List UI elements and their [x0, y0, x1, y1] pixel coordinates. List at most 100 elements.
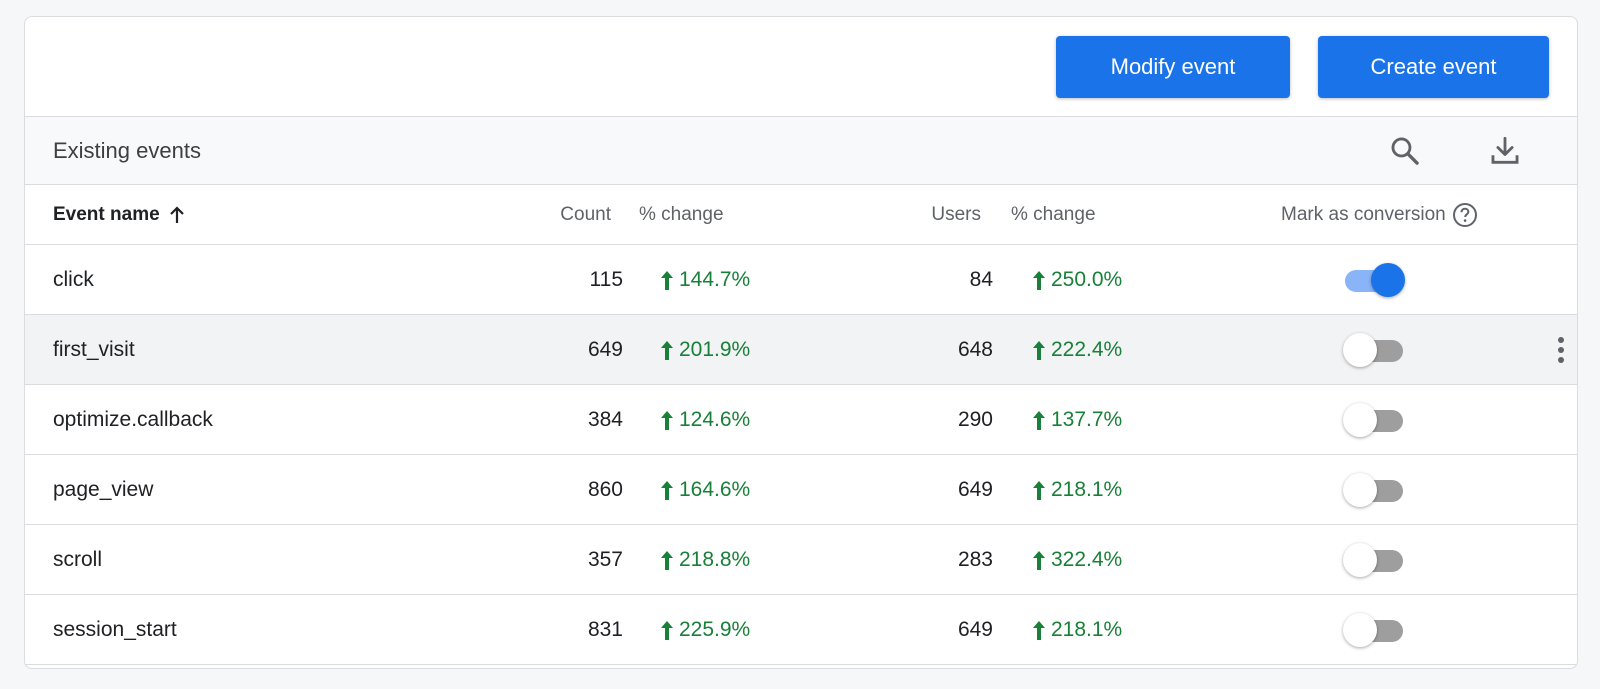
users-cell: 649	[957, 477, 993, 501]
users-change-value: 322.4%	[1051, 547, 1123, 571]
users-change-value: 222.4%	[1051, 337, 1123, 361]
conversion-toggle-cell	[1343, 315, 1405, 384]
conversion-toggle[interactable]	[1343, 611, 1405, 649]
count-change-value: 225.9%	[679, 617, 751, 641]
arrow-up-icon	[1031, 619, 1047, 641]
column-header-event-name[interactable]: Event name	[53, 185, 186, 244]
arrow-up-icon	[1031, 339, 1047, 361]
count-change-cell: 124.6%	[659, 385, 750, 454]
events-card: Modify event Create event Existing event…	[24, 16, 1578, 669]
conversion-toggle[interactable]	[1343, 471, 1405, 509]
toggle-knob	[1343, 542, 1377, 577]
users-change-cell: 218.1%	[1031, 455, 1122, 524]
column-header-users[interactable]: Users	[931, 203, 981, 225]
toggle-knob	[1343, 472, 1377, 507]
users-change-cell: 218.1%	[1031, 595, 1122, 664]
count-change-value: 218.8%	[679, 547, 751, 571]
table-header-row: Event name Count % change Users % change…	[25, 185, 1577, 245]
count-cell: 357	[587, 547, 623, 571]
users-change-value: 137.7%	[1051, 407, 1123, 431]
count-change-cell: 164.6%	[659, 455, 750, 524]
users-cell: 648	[957, 337, 993, 361]
toggle-knob	[1343, 332, 1377, 367]
conversion-toggle-cell	[1343, 455, 1405, 524]
arrow-up-icon	[168, 205, 186, 225]
search-icon[interactable]	[1385, 131, 1425, 171]
download-icon[interactable]	[1485, 131, 1525, 171]
table-row: page_view 860 164.6% 649 218.1%	[25, 455, 1577, 525]
conversion-toggle[interactable]	[1343, 331, 1405, 369]
toggle-knob	[1343, 402, 1377, 437]
count-change-value: 144.7%	[679, 267, 751, 291]
help-icon[interactable]	[1452, 202, 1478, 228]
users-change-cell: 222.4%	[1031, 315, 1122, 384]
users-change-value: 218.1%	[1051, 617, 1123, 641]
create-event-button[interactable]: Create event	[1318, 35, 1549, 98]
table-row: session_start 831 225.9% 649 218.1%	[25, 595, 1577, 665]
users-cell: 649	[957, 617, 993, 641]
mark-as-conversion-label: Mark as conversion	[1281, 203, 1446, 225]
arrow-up-icon	[659, 479, 675, 501]
event-name-cell[interactable]: first_visit	[53, 337, 135, 361]
conversion-toggle-cell	[1343, 245, 1405, 314]
column-header-count[interactable]: Count	[560, 203, 611, 225]
toggle-knob	[1343, 612, 1377, 647]
users-change-cell: 322.4%	[1031, 525, 1122, 594]
users-change-value: 250.0%	[1051, 267, 1123, 291]
more-vert-icon[interactable]	[1549, 330, 1573, 370]
existing-events-header: Existing events	[25, 117, 1577, 185]
users-change-cell: 137.7%	[1031, 385, 1122, 454]
count-change-value: 164.6%	[679, 477, 751, 501]
count-cell: 384	[587, 407, 623, 431]
column-header-mark-as-conversion: Mark as conversion	[1281, 185, 1478, 244]
conversion-toggle[interactable]	[1343, 541, 1405, 579]
users-change-cell: 250.0%	[1031, 245, 1122, 314]
column-header-count-change[interactable]: % change	[639, 203, 724, 225]
action-bar: Modify event Create event	[25, 17, 1577, 117]
arrow-up-icon	[659, 619, 675, 641]
conversion-toggle[interactable]	[1343, 401, 1405, 439]
column-header-users-change[interactable]: % change	[1011, 203, 1096, 225]
count-cell: 831	[587, 617, 623, 641]
count-cell: 649	[587, 337, 623, 361]
arrow-up-icon	[659, 549, 675, 571]
arrow-up-icon	[659, 339, 675, 361]
event-name-cell[interactable]: page_view	[53, 477, 154, 501]
row-menu-cell	[1549, 315, 1573, 384]
table-row: scroll 357 218.8% 283 322.4%	[25, 525, 1577, 595]
users-cell: 84	[969, 267, 993, 291]
table-row: optimize.callback 384 124.6% 290 137.7%	[25, 385, 1577, 455]
event-name-header-label: Event name	[53, 203, 160, 225]
users-change-value: 218.1%	[1051, 477, 1123, 501]
event-name-cell[interactable]: session_start	[53, 617, 177, 641]
count-change-cell: 225.9%	[659, 595, 750, 664]
conversion-toggle-cell	[1343, 525, 1405, 594]
arrow-up-icon	[1031, 269, 1047, 291]
count-change-cell: 218.8%	[659, 525, 750, 594]
count-cell: 115	[589, 267, 623, 291]
table-row: first_visit 649 201.9% 648 222.4%	[25, 315, 1577, 385]
count-change-value: 201.9%	[679, 337, 751, 361]
table-row: click 115 144.7% 84 250.0%	[25, 245, 1577, 315]
count-cell: 860	[587, 477, 623, 501]
arrow-up-icon	[1031, 409, 1047, 431]
events-table-body: click 115 144.7% 84 250.0% first_visit 6…	[25, 245, 1577, 665]
toggle-knob	[1371, 262, 1405, 297]
arrow-up-icon	[1031, 549, 1047, 571]
users-cell: 290	[957, 407, 993, 431]
count-change-value: 124.6%	[679, 407, 751, 431]
arrow-up-icon	[659, 409, 675, 431]
section-title: Existing events	[53, 137, 201, 163]
event-name-cell[interactable]: click	[53, 267, 94, 291]
conversion-toggle-cell	[1343, 385, 1405, 454]
event-name-cell[interactable]: optimize.callback	[53, 407, 213, 431]
event-name-cell[interactable]: scroll	[53, 547, 103, 571]
count-change-cell: 144.7%	[659, 245, 750, 314]
modify-event-button[interactable]: Modify event	[1056, 35, 1290, 98]
conversion-toggle-cell	[1343, 595, 1405, 664]
count-change-cell: 201.9%	[659, 315, 750, 384]
users-cell: 283	[957, 547, 993, 571]
arrow-up-icon	[1031, 479, 1047, 501]
arrow-up-icon	[659, 269, 675, 291]
conversion-toggle[interactable]	[1343, 261, 1405, 299]
